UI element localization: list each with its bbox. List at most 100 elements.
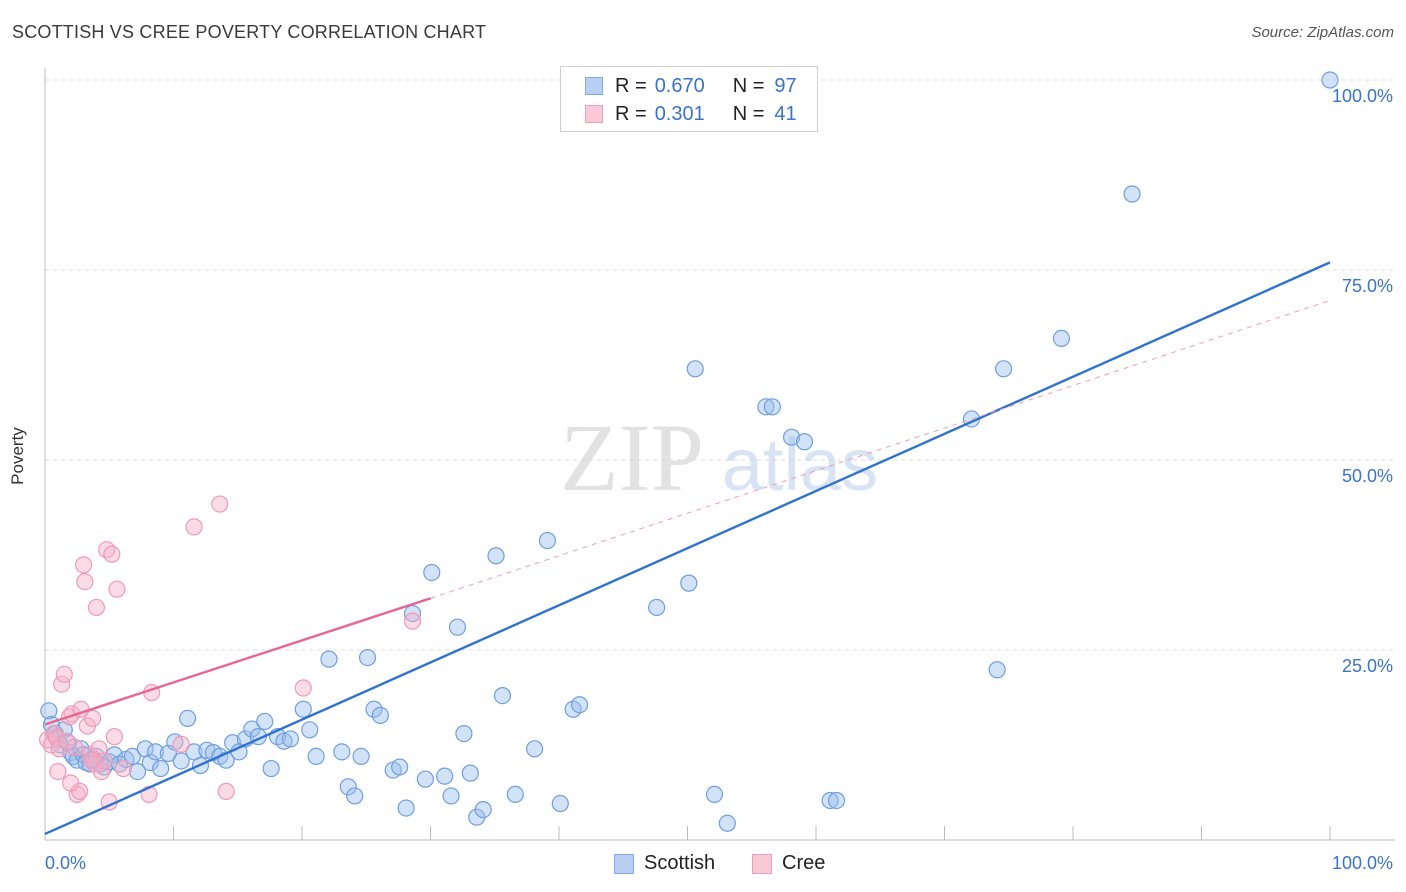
point-scottish [333,743,351,761]
point-scottish [448,618,467,636]
point-scottish [128,762,147,781]
point-cree [62,774,80,792]
point-scottish [538,531,557,550]
point-scottish [40,702,58,720]
point-scottish [474,800,492,819]
point-scottish [995,360,1013,378]
point-scottish [705,785,724,804]
point-cree [103,545,121,563]
point-cree [65,738,84,756]
point-scottish [320,650,338,668]
point-cree [95,752,113,770]
point-scottish [461,764,479,782]
series-swatch-cree [752,853,772,874]
point-cree [105,728,123,746]
legend-swatch-cree [585,105,603,123]
point-cree [82,751,100,769]
series-cree [38,495,422,811]
point-scottish [551,794,569,813]
point-scottish [172,752,190,770]
y-tick-label: 100.0% [1332,86,1393,106]
point-scottish [455,724,473,743]
stats-legend: R = 0.670 N = 97 R = 0.301 N = 41 [560,66,818,132]
point-scottish [166,733,184,751]
series-label-cree: Cree [782,852,826,874]
point-scottish [988,661,1006,679]
legend-row-cree: R = 0.301 N = 41 [585,101,797,127]
point-cree [114,759,132,778]
point-scottish [416,770,434,788]
point-scottish [570,696,589,714]
trend-line-scottish [44,261,1331,836]
x-tick-label: 0.0% [45,853,86,873]
point-cree [92,762,111,781]
point-scottish [123,747,141,766]
point-cree [55,665,73,683]
legend-r-label: R = [615,102,647,125]
point-scottish [827,791,846,810]
point-cree [98,541,116,559]
legend-swatch-scottish [585,77,603,95]
chart-title: SCOTTISH VS CREE POVERTY CORRELATION CHA… [12,22,487,42]
point-cree [211,495,229,513]
legend-r-value: 0.301 [654,102,705,125]
x-tick-label: 100.0% [1332,853,1393,873]
point-scottish [358,648,377,667]
point-scottish [179,709,197,728]
point-scottish [487,547,505,565]
point-scottish [648,598,666,617]
point-scottish [339,778,357,796]
legend-n-label: N = [732,74,765,97]
point-scottish [391,758,409,776]
legend-r-label: R = [615,74,647,97]
series-legend-cree[interactable]: Cree [752,852,825,875]
point-scottish [294,700,312,718]
point-scottish [782,428,801,446]
point-scottish [397,799,415,817]
point-cree [76,572,94,591]
point-scottish [371,706,389,724]
point-cree [294,679,312,697]
point-scottish [365,700,383,718]
point-cree [53,675,71,693]
point-scottish [423,563,441,582]
series-legend-scottish[interactable]: Scottish [614,852,715,875]
y-tick-label: 25.0% [1342,656,1393,676]
point-scottish [262,759,280,778]
point-scottish [757,398,775,416]
grid-lines [45,79,1395,651]
point-cree [83,709,102,728]
series-legend: Scottish Cree [0,852,1406,878]
point-scottish [1052,329,1071,347]
point-cree [185,518,203,536]
data-points [38,71,1339,832]
source-label: Source: ZipAtlas.com [1251,24,1394,41]
point-scottish [821,791,839,810]
point-cree [172,735,190,753]
y-tick-label: 75.0% [1342,276,1393,296]
trend-extension-cree [430,299,1331,599]
point-scottish [795,433,814,451]
axes [44,68,1395,841]
point-cree [87,598,106,617]
legend-n-label: N = [732,102,765,125]
point-scottish [686,360,704,378]
point-scottish [301,721,319,739]
series-swatch-scottish [614,853,634,874]
legend-row-scottish: R = 0.670 N = 97 [585,73,797,99]
point-scottish [763,398,781,416]
watermark: ZIP atlas [560,404,878,511]
point-cree [108,580,126,598]
point-scottish [275,732,293,750]
point-scottish [352,747,370,766]
point-scottish [525,740,544,758]
point-scottish [436,767,454,785]
point-scottish [281,730,300,748]
point-scottish [442,787,460,805]
point-scottish [256,712,274,731]
point-scottish [1123,185,1141,203]
point-scottish [718,814,736,832]
point-scottish [346,787,364,805]
series-scottish [40,71,1339,832]
